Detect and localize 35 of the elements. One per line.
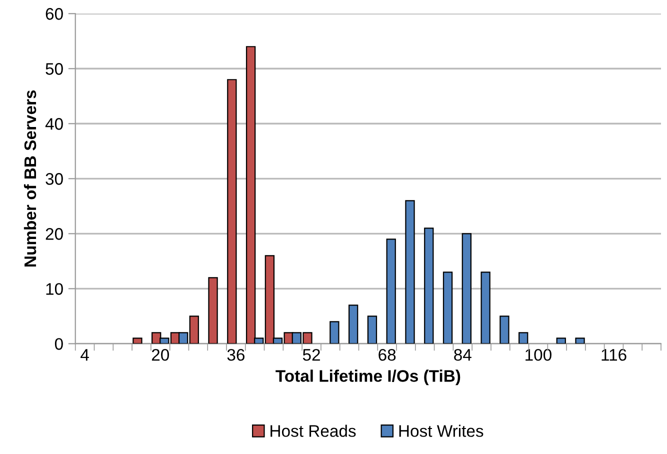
legend-label: Host Writes [399,424,484,437]
y-tick-label: 10 [46,283,63,295]
x-tick-label: 52 [302,348,320,361]
y-tick-label: 50 [46,63,63,75]
bar [462,233,472,344]
bar [348,304,358,344]
bar [575,338,585,344]
legend-label: Host Reads [270,424,356,437]
bar [518,332,528,344]
y-tick-label: 0 [54,338,63,350]
y-tick-label: 40 [45,118,63,130]
bar [480,272,490,344]
bar [227,79,237,344]
bar [386,238,396,344]
y-tick-label: 30 [46,173,63,185]
bar [500,316,510,344]
bar [405,200,415,344]
bar [556,338,566,344]
bar [442,272,453,344]
x-tick-label: 68 [378,348,396,361]
y-tick-label: 20 [46,228,63,240]
x-axis-title: Total Lifetime I/Os (TiB) [276,370,460,386]
bar [132,338,142,344]
x-tick-label: 100 [526,348,552,361]
bar [424,228,434,344]
bar [367,316,378,344]
y-tick-label: 60 [46,8,63,20]
bar [330,321,340,344]
x-tick-label: 4 [80,349,89,361]
x-tick-label: 116 [602,348,626,361]
x-tick-label: 20 [152,348,169,361]
bar [208,277,218,344]
x-tick-label: 36 [227,348,244,361]
y-axis-title: Number of BB Servers [24,90,36,266]
x-tick-label: 84 [454,348,472,361]
